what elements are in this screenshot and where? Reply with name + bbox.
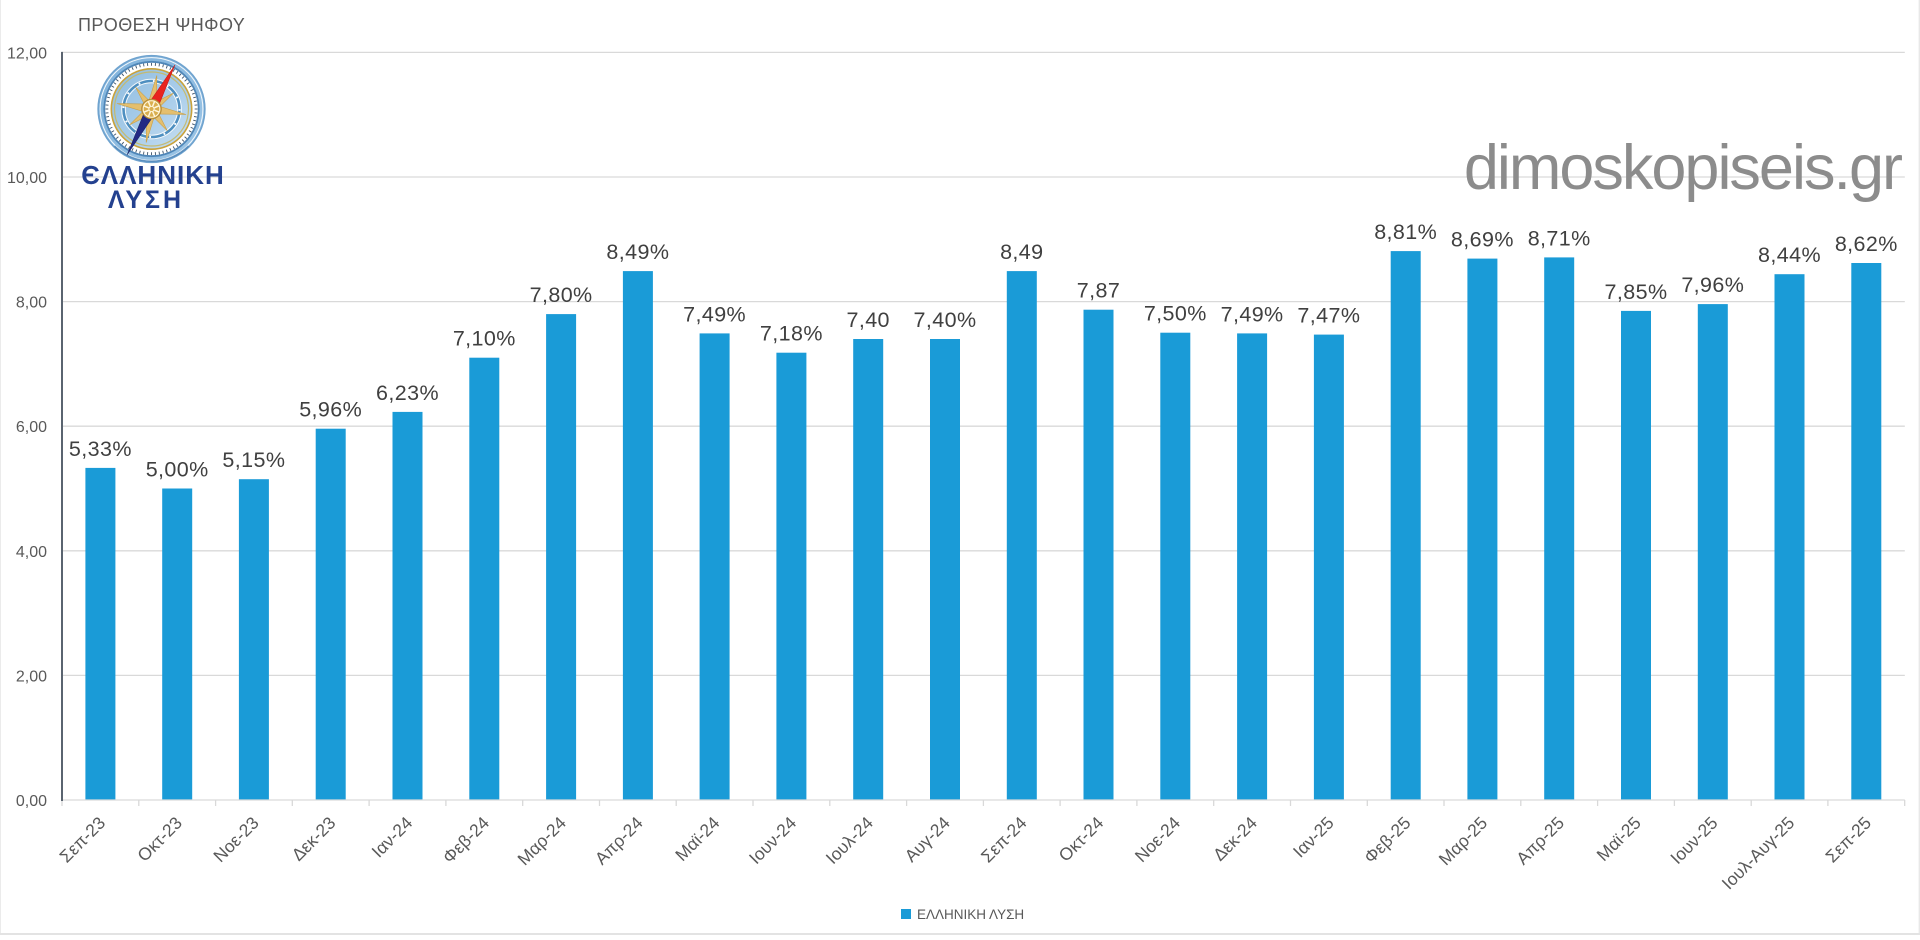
svg-text:7,50%: 7,50% (1144, 302, 1207, 326)
svg-text:7,96%: 7,96% (1681, 273, 1744, 297)
svg-text:7,80%: 7,80% (530, 283, 593, 307)
svg-text:12,00: 12,00 (7, 45, 47, 62)
svg-text:0,00: 0,00 (16, 793, 47, 810)
svg-text:8,49: 8,49 (1000, 240, 1043, 264)
svg-text:2,00: 2,00 (16, 668, 47, 685)
svg-text:8,44%: 8,44% (1758, 243, 1821, 267)
svg-text:6,23%: 6,23% (376, 381, 439, 405)
svg-text:7,49%: 7,49% (683, 302, 746, 326)
svg-text:7,40%: 7,40% (914, 308, 977, 332)
svg-text:ΠΡΟΘΕΣΗ ΨΗΦΟΥ: ΠΡΟΘΕΣΗ ΨΗΦΟΥ (78, 15, 245, 35)
svg-text:5,33%: 5,33% (69, 437, 132, 461)
svg-text:ΛΥΣΗ: ΛΥΣΗ (108, 186, 184, 214)
svg-text:5,00%: 5,00% (146, 458, 209, 482)
svg-text:dimoskopiseis.gr: dimoskopiseis.gr (1464, 133, 1902, 203)
svg-text:ΕΛΛΗΝΙΚΗ ΛΥΣΗ: ΕΛΛΗΝΙΚΗ ΛΥΣΗ (917, 907, 1024, 922)
svg-text:7,85%: 7,85% (1605, 280, 1668, 304)
svg-text:5,96%: 5,96% (299, 398, 362, 422)
svg-text:7,18%: 7,18% (760, 322, 823, 346)
svg-text:7,40: 7,40 (846, 308, 889, 332)
svg-text:4,00: 4,00 (16, 544, 47, 561)
svg-text:6,00: 6,00 (16, 419, 47, 436)
svg-text:10,00: 10,00 (7, 170, 47, 187)
svg-text:7,47%: 7,47% (1297, 304, 1360, 328)
svg-text:7,10%: 7,10% (453, 327, 516, 351)
svg-text:8,69%: 8,69% (1451, 228, 1514, 252)
svg-text:5,15%: 5,15% (222, 448, 285, 472)
svg-text:8,49%: 8,49% (606, 240, 669, 264)
svg-text:8,62%: 8,62% (1835, 232, 1898, 256)
svg-text:8,71%: 8,71% (1528, 226, 1591, 250)
svg-text:7,49%: 7,49% (1221, 302, 1284, 326)
svg-text:8,81%: 8,81% (1374, 220, 1437, 244)
svg-text:8,00: 8,00 (16, 295, 47, 312)
svg-text:7,87: 7,87 (1077, 279, 1120, 303)
